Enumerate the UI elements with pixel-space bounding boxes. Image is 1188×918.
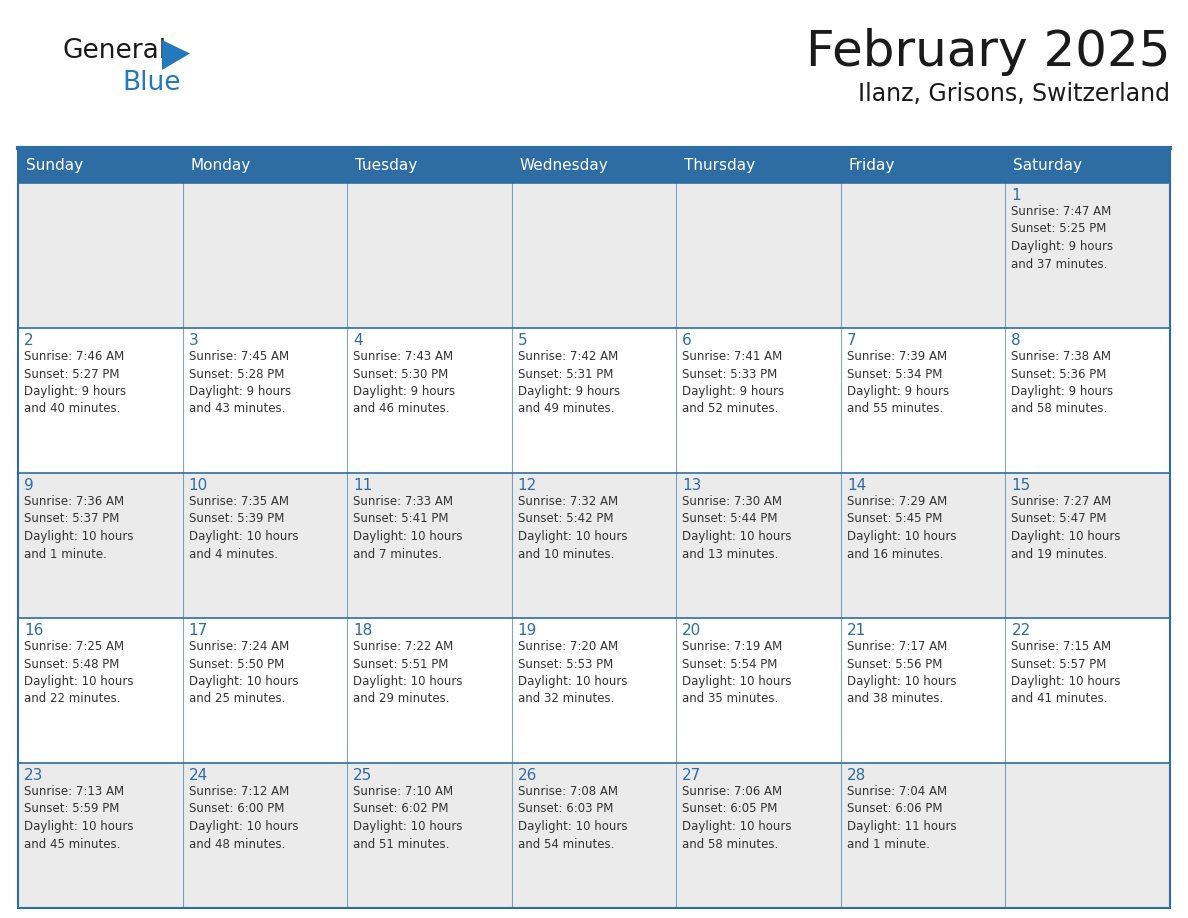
Text: 4: 4: [353, 333, 362, 348]
Text: 24: 24: [189, 768, 208, 783]
Text: Wednesday: Wednesday: [519, 158, 608, 173]
Text: 6: 6: [682, 333, 693, 348]
Text: Sunrise: 7:35 AM
Sunset: 5:39 PM
Daylight: 10 hours
and 4 minutes.: Sunrise: 7:35 AM Sunset: 5:39 PM Dayligh…: [189, 495, 298, 561]
Text: Sunrise: 7:32 AM
Sunset: 5:42 PM
Daylight: 10 hours
and 10 minutes.: Sunrise: 7:32 AM Sunset: 5:42 PM Dayligh…: [518, 495, 627, 561]
Text: 23: 23: [24, 768, 44, 783]
Text: Sunrise: 7:45 AM
Sunset: 5:28 PM
Daylight: 9 hours
and 43 minutes.: Sunrise: 7:45 AM Sunset: 5:28 PM Dayligh…: [189, 350, 291, 416]
Text: 14: 14: [847, 478, 866, 493]
Text: Sunrise: 7:08 AM
Sunset: 6:03 PM
Daylight: 10 hours
and 54 minutes.: Sunrise: 7:08 AM Sunset: 6:03 PM Dayligh…: [518, 785, 627, 850]
Text: 26: 26: [518, 768, 537, 783]
Text: 28: 28: [847, 768, 866, 783]
Text: 9: 9: [24, 478, 33, 493]
Polygon shape: [162, 40, 190, 70]
Text: 15: 15: [1011, 478, 1031, 493]
Text: Sunrise: 7:20 AM
Sunset: 5:53 PM
Daylight: 10 hours
and 32 minutes.: Sunrise: 7:20 AM Sunset: 5:53 PM Dayligh…: [518, 640, 627, 706]
Text: Sunrise: 7:46 AM
Sunset: 5:27 PM
Daylight: 9 hours
and 40 minutes.: Sunrise: 7:46 AM Sunset: 5:27 PM Dayligh…: [24, 350, 126, 416]
Text: 5: 5: [518, 333, 527, 348]
Text: 19: 19: [518, 623, 537, 638]
Text: 27: 27: [682, 768, 702, 783]
Text: Sunrise: 7:36 AM
Sunset: 5:37 PM
Daylight: 10 hours
and 1 minute.: Sunrise: 7:36 AM Sunset: 5:37 PM Dayligh…: [24, 495, 133, 561]
Text: Sunrise: 7:17 AM
Sunset: 5:56 PM
Daylight: 10 hours
and 38 minutes.: Sunrise: 7:17 AM Sunset: 5:56 PM Dayligh…: [847, 640, 956, 706]
Text: Sunrise: 7:24 AM
Sunset: 5:50 PM
Daylight: 10 hours
and 25 minutes.: Sunrise: 7:24 AM Sunset: 5:50 PM Dayligh…: [189, 640, 298, 706]
Text: 11: 11: [353, 478, 372, 493]
Text: Sunrise: 7:12 AM
Sunset: 6:00 PM
Daylight: 10 hours
and 48 minutes.: Sunrise: 7:12 AM Sunset: 6:00 PM Dayligh…: [189, 785, 298, 850]
Text: Sunrise: 7:30 AM
Sunset: 5:44 PM
Daylight: 10 hours
and 13 minutes.: Sunrise: 7:30 AM Sunset: 5:44 PM Dayligh…: [682, 495, 791, 561]
Text: 7: 7: [847, 333, 857, 348]
Text: Sunrise: 7:39 AM
Sunset: 5:34 PM
Daylight: 9 hours
and 55 minutes.: Sunrise: 7:39 AM Sunset: 5:34 PM Dayligh…: [847, 350, 949, 416]
Text: Sunrise: 7:41 AM
Sunset: 5:33 PM
Daylight: 9 hours
and 52 minutes.: Sunrise: 7:41 AM Sunset: 5:33 PM Dayligh…: [682, 350, 784, 416]
Text: Sunrise: 7:38 AM
Sunset: 5:36 PM
Daylight: 9 hours
and 58 minutes.: Sunrise: 7:38 AM Sunset: 5:36 PM Dayligh…: [1011, 350, 1113, 416]
Text: Sunrise: 7:25 AM
Sunset: 5:48 PM
Daylight: 10 hours
and 22 minutes.: Sunrise: 7:25 AM Sunset: 5:48 PM Dayligh…: [24, 640, 133, 706]
Text: Blue: Blue: [122, 70, 181, 96]
Text: Sunrise: 7:29 AM
Sunset: 5:45 PM
Daylight: 10 hours
and 16 minutes.: Sunrise: 7:29 AM Sunset: 5:45 PM Dayligh…: [847, 495, 956, 561]
Text: Sunday: Sunday: [26, 158, 83, 173]
Bar: [18, 473, 1170, 618]
Text: Thursday: Thursday: [684, 158, 756, 173]
Text: Sunrise: 7:19 AM
Sunset: 5:54 PM
Daylight: 10 hours
and 35 minutes.: Sunrise: 7:19 AM Sunset: 5:54 PM Dayligh…: [682, 640, 791, 706]
Text: 20: 20: [682, 623, 702, 638]
Text: Sunrise: 7:04 AM
Sunset: 6:06 PM
Daylight: 11 hours
and 1 minute.: Sunrise: 7:04 AM Sunset: 6:06 PM Dayligh…: [847, 785, 956, 850]
Text: 13: 13: [682, 478, 702, 493]
Text: 1: 1: [1011, 188, 1020, 203]
Text: Sunrise: 7:47 AM
Sunset: 5:25 PM
Daylight: 9 hours
and 37 minutes.: Sunrise: 7:47 AM Sunset: 5:25 PM Dayligh…: [1011, 205, 1113, 271]
Text: Sunrise: 7:10 AM
Sunset: 6:02 PM
Daylight: 10 hours
and 51 minutes.: Sunrise: 7:10 AM Sunset: 6:02 PM Dayligh…: [353, 785, 462, 850]
Text: Sunrise: 7:27 AM
Sunset: 5:47 PM
Daylight: 10 hours
and 19 minutes.: Sunrise: 7:27 AM Sunset: 5:47 PM Dayligh…: [1011, 495, 1121, 561]
Text: 25: 25: [353, 768, 372, 783]
Text: Ilanz, Grisons, Switzerland: Ilanz, Grisons, Switzerland: [858, 82, 1170, 106]
Text: 10: 10: [189, 478, 208, 493]
Bar: [18, 148, 1170, 183]
Text: 17: 17: [189, 623, 208, 638]
Text: February 2025: February 2025: [805, 28, 1170, 76]
Text: 18: 18: [353, 623, 372, 638]
Text: Tuesday: Tuesday: [355, 158, 417, 173]
Text: Friday: Friday: [849, 158, 896, 173]
Text: 21: 21: [847, 623, 866, 638]
Bar: [18, 618, 1170, 763]
Text: Saturday: Saturday: [1013, 158, 1082, 173]
Text: Monday: Monday: [190, 158, 251, 173]
Text: Sunrise: 7:33 AM
Sunset: 5:41 PM
Daylight: 10 hours
and 7 minutes.: Sunrise: 7:33 AM Sunset: 5:41 PM Dayligh…: [353, 495, 462, 561]
Text: Sunrise: 7:13 AM
Sunset: 5:59 PM
Daylight: 10 hours
and 45 minutes.: Sunrise: 7:13 AM Sunset: 5:59 PM Dayligh…: [24, 785, 133, 850]
Text: 2: 2: [24, 333, 33, 348]
Text: Sunrise: 7:22 AM
Sunset: 5:51 PM
Daylight: 10 hours
and 29 minutes.: Sunrise: 7:22 AM Sunset: 5:51 PM Dayligh…: [353, 640, 462, 706]
Bar: [18, 328, 1170, 473]
Text: 22: 22: [1011, 623, 1031, 638]
Text: Sunrise: 7:06 AM
Sunset: 6:05 PM
Daylight: 10 hours
and 58 minutes.: Sunrise: 7:06 AM Sunset: 6:05 PM Dayligh…: [682, 785, 791, 850]
Text: 12: 12: [518, 478, 537, 493]
Bar: [18, 763, 1170, 908]
Text: 8: 8: [1011, 333, 1020, 348]
Text: Sunrise: 7:15 AM
Sunset: 5:57 PM
Daylight: 10 hours
and 41 minutes.: Sunrise: 7:15 AM Sunset: 5:57 PM Dayligh…: [1011, 640, 1121, 706]
Text: Sunrise: 7:43 AM
Sunset: 5:30 PM
Daylight: 9 hours
and 46 minutes.: Sunrise: 7:43 AM Sunset: 5:30 PM Dayligh…: [353, 350, 455, 416]
Bar: [18, 183, 1170, 328]
Text: 3: 3: [189, 333, 198, 348]
Text: 16: 16: [24, 623, 44, 638]
Text: Sunrise: 7:42 AM
Sunset: 5:31 PM
Daylight: 9 hours
and 49 minutes.: Sunrise: 7:42 AM Sunset: 5:31 PM Dayligh…: [518, 350, 620, 416]
Text: General: General: [62, 38, 166, 64]
